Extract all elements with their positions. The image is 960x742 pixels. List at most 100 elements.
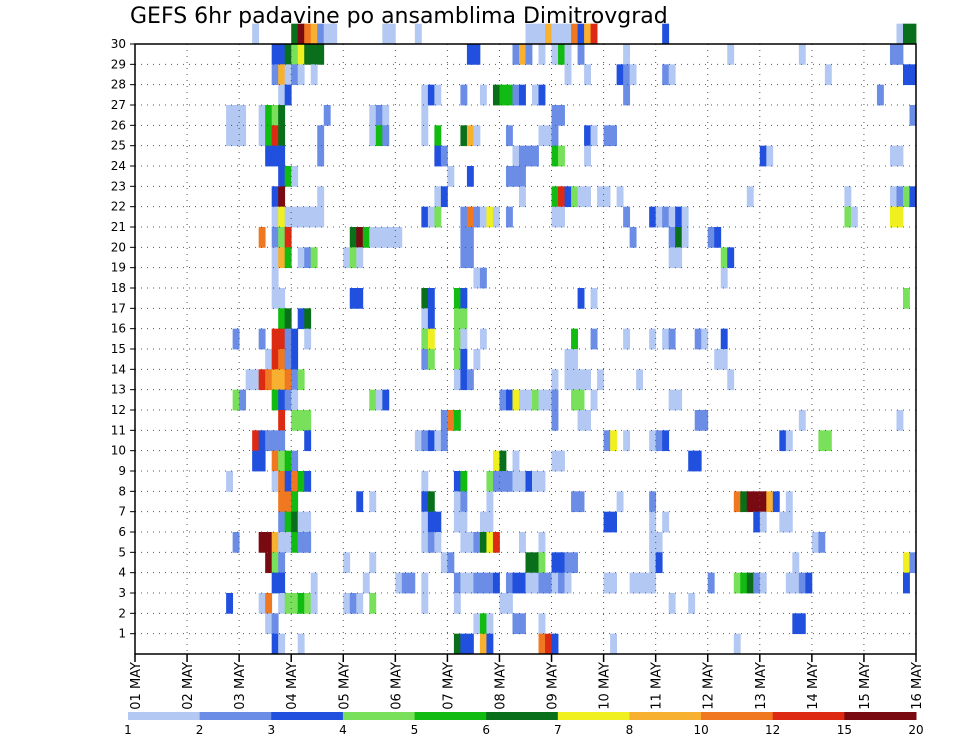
x-tick-label: 11 MAY — [650, 662, 665, 710]
heatmap-cell — [297, 471, 305, 492]
heatmap-cell — [271, 186, 279, 208]
heatmap-cell — [453, 471, 461, 492]
heatmap-cell — [486, 613, 494, 635]
heatmap-cell — [271, 267, 279, 289]
heatmap-cell — [896, 410, 904, 431]
colorbar-swatch — [199, 712, 272, 720]
heatmap-cell — [382, 23, 390, 45]
heatmap-cell — [473, 267, 481, 289]
heatmap-cell — [271, 389, 279, 411]
heatmap-cell — [284, 84, 292, 106]
heatmap-cell — [271, 369, 279, 391]
heatmap-cell — [278, 247, 286, 269]
heatmap-cell — [473, 44, 481, 65]
heatmap-cell — [538, 552, 546, 574]
heatmap-cell — [460, 227, 468, 248]
heatmap-cell — [434, 206, 442, 228]
heatmap-cell — [558, 206, 565, 228]
heatmap-cell — [785, 572, 793, 594]
heatmap-cell — [434, 430, 442, 452]
heatmap-cell — [551, 633, 559, 655]
y-tick-label: 16 — [111, 322, 126, 336]
heatmap-cell — [538, 125, 546, 147]
heatmap-cell — [551, 389, 559, 411]
heatmap-cell — [746, 572, 754, 594]
heatmap-cell — [395, 227, 403, 248]
heatmap-cell — [668, 247, 676, 269]
heatmap-cell — [304, 410, 312, 431]
heatmap-cell — [317, 23, 325, 45]
y-tick-label: 14 — [111, 362, 126, 376]
heatmap-cell — [532, 552, 539, 574]
heatmap-cell — [278, 430, 286, 452]
heatmap-cell — [421, 84, 429, 106]
heatmap-cell — [668, 64, 676, 86]
heatmap-cell — [902, 552, 910, 574]
heatmap-cell — [278, 206, 286, 228]
heatmap-cell — [284, 532, 292, 553]
heatmap-cell — [297, 410, 305, 431]
heatmap-cell — [551, 23, 559, 45]
colorbar-swatch — [772, 712, 845, 720]
y-tick-label: 30 — [111, 37, 126, 51]
heatmap-cell — [584, 186, 591, 208]
heatmap-cell — [427, 328, 435, 350]
colorbar-label: 4 — [339, 723, 347, 737]
heatmap-cell — [466, 166, 474, 187]
heatmap-cell — [284, 247, 292, 269]
heatmap-cell — [727, 247, 735, 269]
heatmap-cell — [291, 369, 299, 391]
heatmap-cell — [649, 430, 657, 452]
heatmap-cell — [623, 84, 631, 106]
heatmap-cell — [668, 593, 676, 614]
heatmap-cell — [623, 430, 631, 452]
heatmap-cell — [532, 471, 539, 492]
heatmap-cell — [629, 64, 637, 86]
heatmap-cell — [571, 389, 578, 411]
x-tick-label: 09 MAY — [546, 662, 561, 710]
heatmap-cell — [278, 308, 286, 330]
heatmap-cell — [571, 491, 578, 513]
heatmap-cell — [551, 450, 559, 472]
heatmap-cell — [649, 552, 657, 574]
heatmap-cell — [655, 552, 663, 574]
heatmap-cell — [349, 247, 357, 269]
heatmap-cell — [616, 491, 624, 513]
heatmap-cell — [792, 613, 800, 635]
heatmap-cell — [271, 105, 279, 126]
heatmap-cell — [571, 23, 578, 45]
heatmap-cell — [421, 288, 429, 309]
heatmap-cell — [466, 369, 474, 391]
heatmap-cell — [759, 145, 767, 167]
heatmap-cell — [265, 105, 273, 126]
heatmap-cell — [746, 491, 754, 513]
heatmap-cell — [518, 166, 526, 187]
heatmap-cell — [759, 511, 767, 533]
heatmap-cell — [629, 227, 637, 248]
y-tick-label: 27 — [111, 98, 126, 112]
heatmap-cell — [889, 44, 897, 65]
heatmap-cell — [896, 206, 904, 228]
heatmap-cell — [512, 44, 520, 65]
heatmap-cell — [779, 430, 787, 452]
heatmap-cell — [453, 308, 461, 330]
heatmap-cell — [902, 288, 910, 309]
heatmap-cell — [545, 572, 552, 594]
heatmap-cell — [343, 593, 351, 614]
heatmap-cell — [525, 23, 533, 45]
heatmap-cell — [421, 206, 429, 228]
heatmap-cell — [505, 471, 513, 492]
heatmap-cell — [518, 389, 526, 411]
heatmap-cell — [278, 593, 286, 614]
heatmap-cell — [284, 471, 292, 492]
heatmap-cell — [278, 471, 286, 492]
heatmap-cell — [466, 227, 474, 248]
heatmap-cell — [551, 369, 559, 391]
heatmap-cell — [278, 186, 286, 208]
colorbar-swatch — [844, 712, 917, 720]
x-tick-label: 02 MAY — [181, 662, 196, 710]
y-tick-label: 24 — [111, 159, 126, 173]
heatmap-cell — [505, 206, 513, 228]
heatmap-cell — [245, 369, 253, 391]
